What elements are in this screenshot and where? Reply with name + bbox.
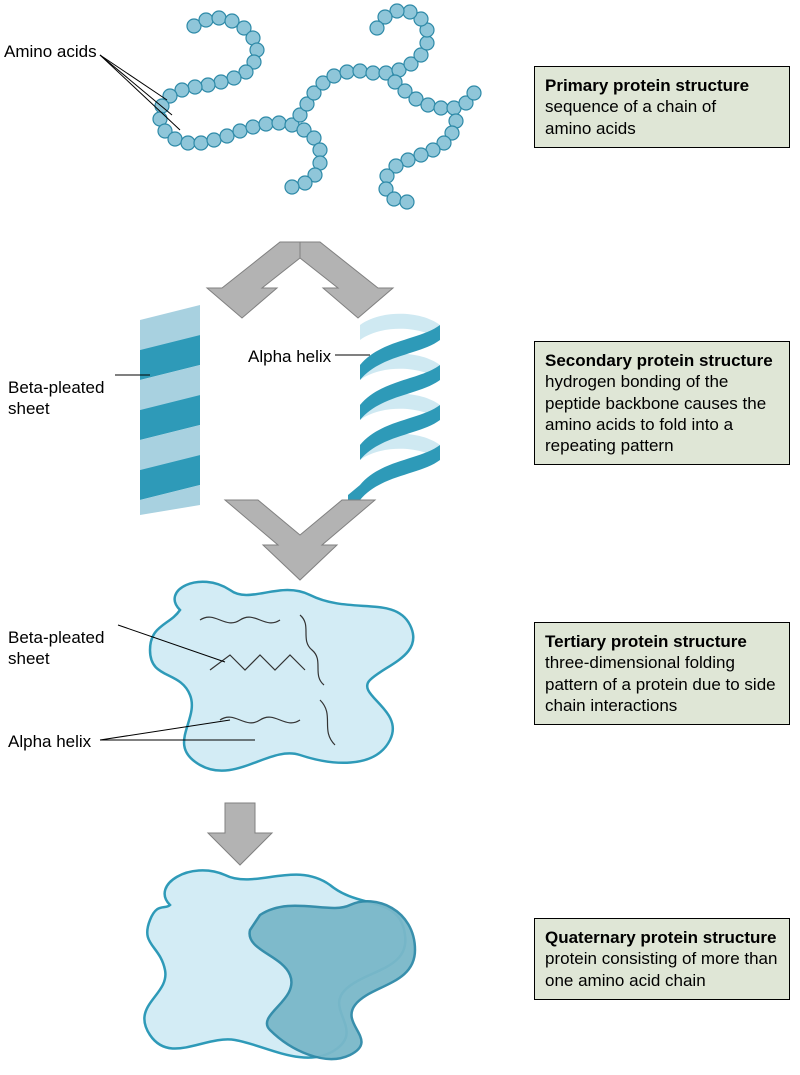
label-beta-sheet-1: Beta-pleated sheet [8, 358, 104, 419]
label-beta-sheet-2-text: Beta-pleated sheet [8, 628, 104, 667]
box-quaternary-desc: protein consisting of more than one amin… [545, 949, 777, 989]
box-primary-title: Primary protein structure [545, 76, 749, 95]
box-secondary-desc: hydrogen bonding of the peptide backbone… [545, 372, 766, 455]
box-tertiary-desc: three-dimensional folding pattern of a p… [545, 653, 776, 715]
label-alpha-helix-1-text: Alpha helix [248, 347, 331, 366]
diagram-canvas: Amino acids Primary protein structure se… [0, 0, 800, 1065]
box-secondary: Secondary protein structure hydrogen bon… [534, 341, 790, 465]
box-secondary-title: Secondary protein structure [545, 351, 773, 370]
label-beta-sheet-1-text: Beta-pleated sheet [8, 378, 104, 417]
box-tertiary: Tertiary protein structure three-dimensi… [534, 622, 790, 725]
label-alpha-helix-2-text: Alpha helix [8, 732, 91, 751]
label-beta-sheet-2: Beta-pleated sheet [8, 608, 104, 669]
label-amino-acids-text: Amino acids [4, 42, 97, 61]
box-tertiary-title: Tertiary protein structure [545, 632, 747, 651]
label-alpha-helix-1: Alpha helix [248, 347, 331, 367]
label-alpha-helix-2: Alpha helix [8, 732, 91, 752]
box-primary-desc: sequence of a chain of amino acids [545, 97, 716, 137]
box-quaternary: Quaternary protein structure protein con… [534, 918, 790, 1000]
box-primary: Primary protein structure sequence of a … [534, 66, 790, 148]
label-amino-acids: Amino acids [4, 42, 97, 62]
box-quaternary-title: Quaternary protein structure [545, 928, 776, 947]
